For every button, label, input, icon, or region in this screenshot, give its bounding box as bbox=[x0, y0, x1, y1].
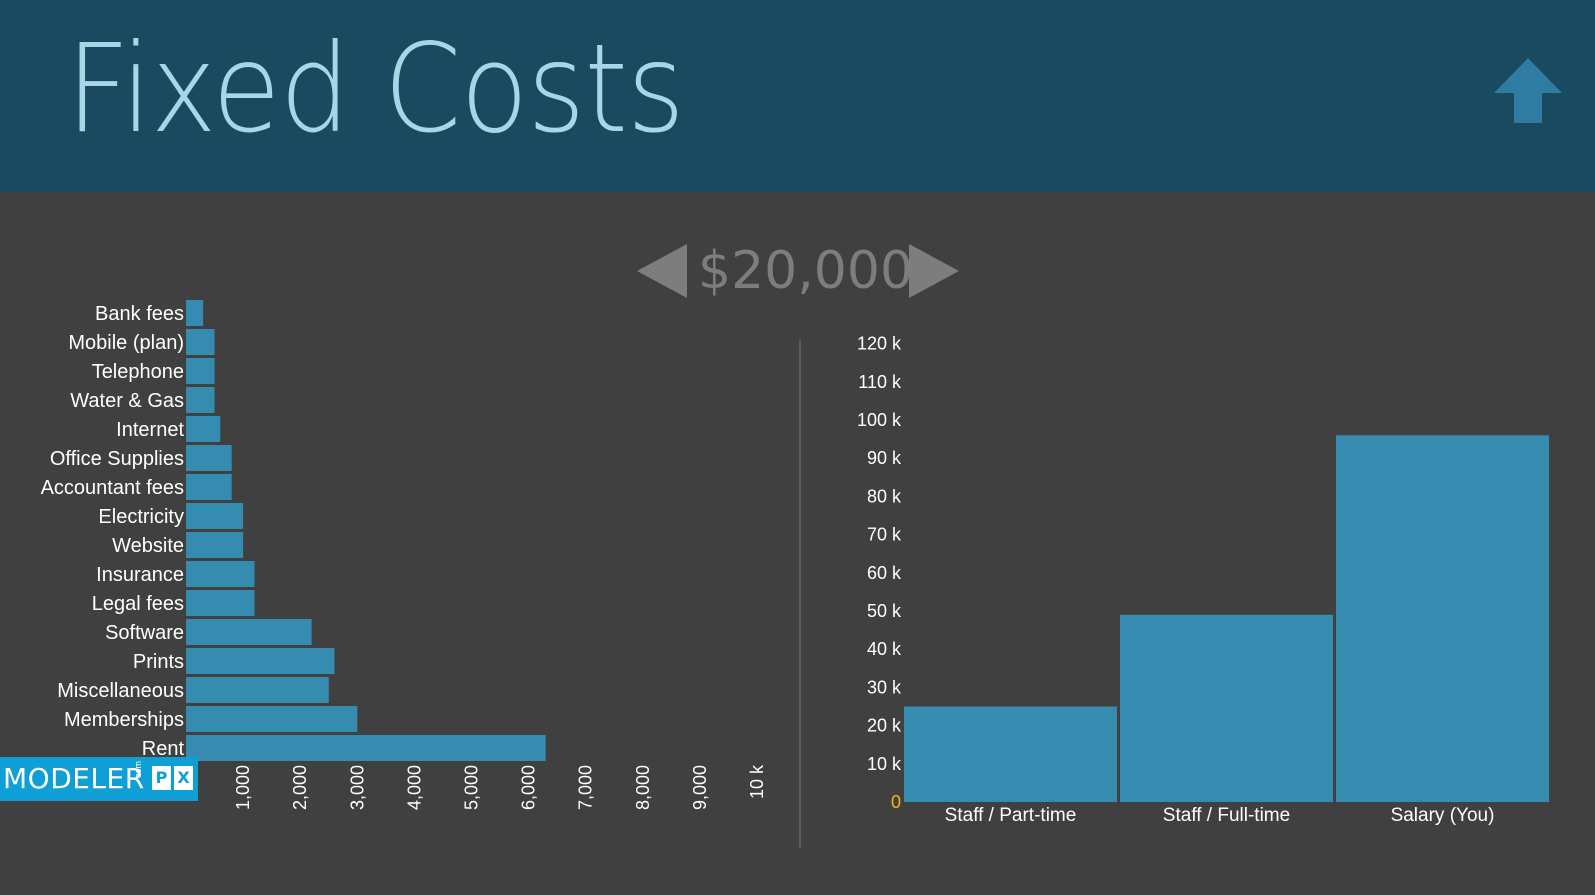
category-label: Bank fees bbox=[95, 303, 184, 325]
triangle-left-icon[interactable] bbox=[637, 244, 687, 298]
category-label: Insurance bbox=[96, 564, 184, 586]
logo-com: com bbox=[133, 761, 143, 779]
bar-software bbox=[186, 619, 312, 645]
logo-box-p: P bbox=[152, 766, 171, 790]
horizontal-bar-chart: Bank fees Mobile (plan) Telephone Water & G… bbox=[41, 300, 767, 810]
category-label: Software bbox=[105, 622, 184, 644]
bar-salary-you bbox=[1336, 435, 1549, 802]
bar-water-gas bbox=[186, 387, 215, 413]
up-arrow-icon[interactable] bbox=[1492, 56, 1564, 126]
category-label: Staff / Full-time bbox=[1163, 805, 1290, 826]
bar-memberships bbox=[186, 706, 358, 732]
x-tick-label: 1,000 bbox=[233, 765, 253, 810]
bar-legal-fees bbox=[186, 590, 255, 616]
y-tick-label: 80 k bbox=[867, 486, 902, 506]
bar-office-supplies bbox=[186, 445, 232, 471]
y-tick-label: 120 k bbox=[857, 334, 902, 354]
x-tick-label: 3,000 bbox=[347, 765, 367, 810]
vertical-bar-chart: 0 10 k 20 k 30 k 40 k 50 k 60 k 70 k 80 k 90 k 100… bbox=[857, 334, 1549, 826]
bar-accountant-fees bbox=[186, 474, 232, 500]
y-tick-label: 40 k bbox=[867, 639, 902, 659]
logo-text: MODELER bbox=[3, 762, 145, 795]
bar-website bbox=[186, 532, 244, 558]
bar-prints bbox=[186, 648, 335, 674]
logo-box-x: X bbox=[174, 766, 193, 790]
y-tick-label: 30 k bbox=[867, 677, 902, 697]
y-tick-label: 100 k bbox=[857, 410, 902, 430]
bar-mobile-plan bbox=[186, 329, 215, 355]
y-tick-label: 70 k bbox=[867, 525, 902, 545]
bar-electricity bbox=[186, 503, 244, 529]
y-tick-label: 90 k bbox=[867, 448, 902, 468]
category-label: Prints bbox=[133, 651, 184, 673]
x-tick-label: 6,000 bbox=[519, 765, 539, 810]
category-label: Mobile (plan) bbox=[68, 332, 184, 354]
bar-bank-fees bbox=[186, 300, 204, 326]
bar-staff-full-time bbox=[1120, 614, 1333, 802]
y-tick-label: 20 k bbox=[867, 716, 902, 736]
category-label: Telephone bbox=[92, 361, 184, 383]
bar-staff-part-time bbox=[904, 706, 1117, 802]
y-tick-label: 10 k bbox=[867, 754, 902, 774]
y-tick-label: 0 bbox=[891, 792, 901, 812]
x-tick-label: 2,000 bbox=[290, 765, 310, 810]
page-title: Fixed Costs bbox=[66, 18, 685, 160]
category-label: Internet bbox=[116, 419, 184, 441]
y-tick-label: 50 k bbox=[867, 601, 902, 621]
amount-navigator: $20,000 bbox=[0, 236, 1595, 306]
x-tick-label: 9,000 bbox=[690, 765, 710, 810]
chart-divider bbox=[799, 340, 801, 848]
category-label: Memberships bbox=[64, 709, 184, 731]
bar-miscellaneous bbox=[186, 677, 329, 703]
category-label: Accountant fees bbox=[41, 477, 184, 499]
triangle-right-icon[interactable] bbox=[909, 244, 959, 298]
bar-insurance bbox=[186, 561, 255, 587]
bar-telephone bbox=[186, 358, 215, 384]
bar-internet bbox=[186, 416, 221, 442]
x-tick-label: 4,000 bbox=[404, 765, 424, 810]
amount-value: $20,000 bbox=[698, 241, 914, 301]
x-tick-label: 8,000 bbox=[633, 765, 653, 810]
category-label: Rent bbox=[142, 738, 185, 760]
category-label: Staff / Part-time bbox=[945, 805, 1077, 826]
modeler-logo[interactable]: MODELER com P X bbox=[0, 757, 198, 801]
category-label: Salary (You) bbox=[1391, 805, 1495, 826]
category-label: Miscellaneous bbox=[57, 680, 184, 702]
y-tick-label: 60 k bbox=[867, 563, 902, 583]
category-label: Water & Gas bbox=[70, 390, 184, 412]
category-label: Electricity bbox=[98, 506, 184, 528]
x-tick-label: 5,000 bbox=[462, 765, 482, 810]
x-tick-label: 10 k bbox=[747, 764, 767, 799]
category-label: Website bbox=[112, 535, 184, 557]
y-tick-label: 110 k bbox=[858, 372, 902, 392]
bar-rent bbox=[186, 735, 546, 761]
category-label: Legal fees bbox=[92, 593, 184, 615]
x-tick-label: 7,000 bbox=[576, 765, 596, 810]
category-label: Office Supplies bbox=[50, 448, 184, 470]
header-bar: Fixed Costs bbox=[0, 0, 1595, 192]
